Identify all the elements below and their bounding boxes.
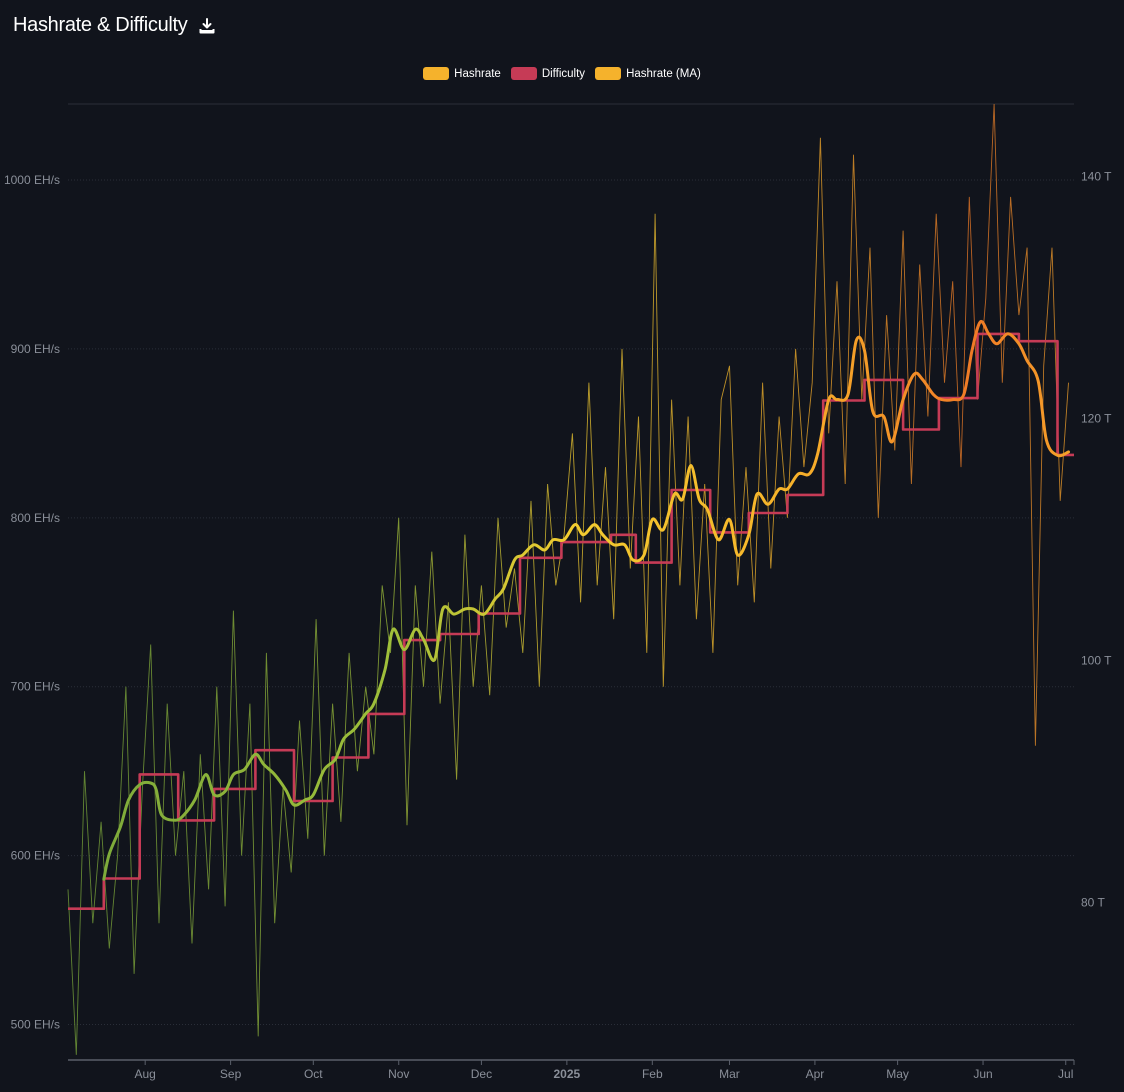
legend-item-hashrate[interactable]: Hashrate — [423, 67, 501, 80]
chart-title: Hashrate & Difficulty — [13, 14, 188, 36]
x-tick-label: Jul — [1058, 1067, 1073, 1081]
x-tick-label: Jun — [973, 1067, 992, 1081]
y-left-tick-label: 500 EH/s — [11, 1018, 60, 1032]
legend-swatch — [595, 67, 622, 80]
difficulty-line — [68, 332, 1074, 910]
legend-swatch — [423, 67, 450, 80]
axes: 500 EH/s 600 EH/s 700 EH/s 800 EH/s 900 EH/s… — [4, 170, 1112, 1081]
x-tick-label: Sep — [220, 1067, 242, 1081]
y-right-tick-label: 100 T — [1081, 654, 1112, 668]
x-tick-label: Nov — [388, 1067, 409, 1081]
legend-label: Hashrate (MA) — [626, 67, 701, 80]
x-tick-label: Mar — [719, 1067, 740, 1081]
grid — [68, 103, 1074, 1026]
x-tick-label: 2025 — [554, 1067, 581, 1081]
y-right-tick-label: 140 T — [1081, 170, 1112, 184]
legend-label: Difficulty — [541, 67, 586, 80]
download-icon[interactable] — [198, 17, 216, 35]
x-tick-label: Oct — [304, 1067, 323, 1081]
x-tick-label: Feb — [642, 1067, 663, 1081]
legend-swatch — [510, 67, 537, 80]
y-left-tick-label: 800 EH/s — [11, 511, 60, 525]
legend-item-hashrate-ma[interactable]: Hashrate (MA) — [595, 67, 701, 80]
y-right-tick-label: 120 T — [1081, 412, 1112, 426]
series-layer — [67, 103, 1074, 1055]
chart-title-bar: Hashrate & Difficulty — [13, 14, 216, 37]
y-left-tick-label: 1000 EH/s — [4, 173, 60, 187]
legend: Hashrate Difficulty Hashrate (MA) — [0, 67, 1124, 80]
y-right-tick-label: 80 T — [1081, 896, 1105, 910]
x-tick-label: Dec — [471, 1067, 492, 1081]
y-left-tick-label: 600 EH/s — [11, 849, 60, 863]
hashrate-ma-line — [102, 319, 1070, 881]
x-tick-label: May — [886, 1067, 909, 1081]
hashrate-line — [67, 103, 1069, 1055]
y-left-tick-label: 900 EH/s — [11, 342, 60, 356]
legend-label: Hashrate — [454, 67, 501, 80]
y-left-tick-label: 700 EH/s — [11, 680, 60, 694]
x-tick-label: Aug — [134, 1067, 155, 1081]
x-tick-label: Apr — [806, 1067, 825, 1081]
legend-item-difficulty[interactable]: Difficulty — [510, 67, 586, 80]
